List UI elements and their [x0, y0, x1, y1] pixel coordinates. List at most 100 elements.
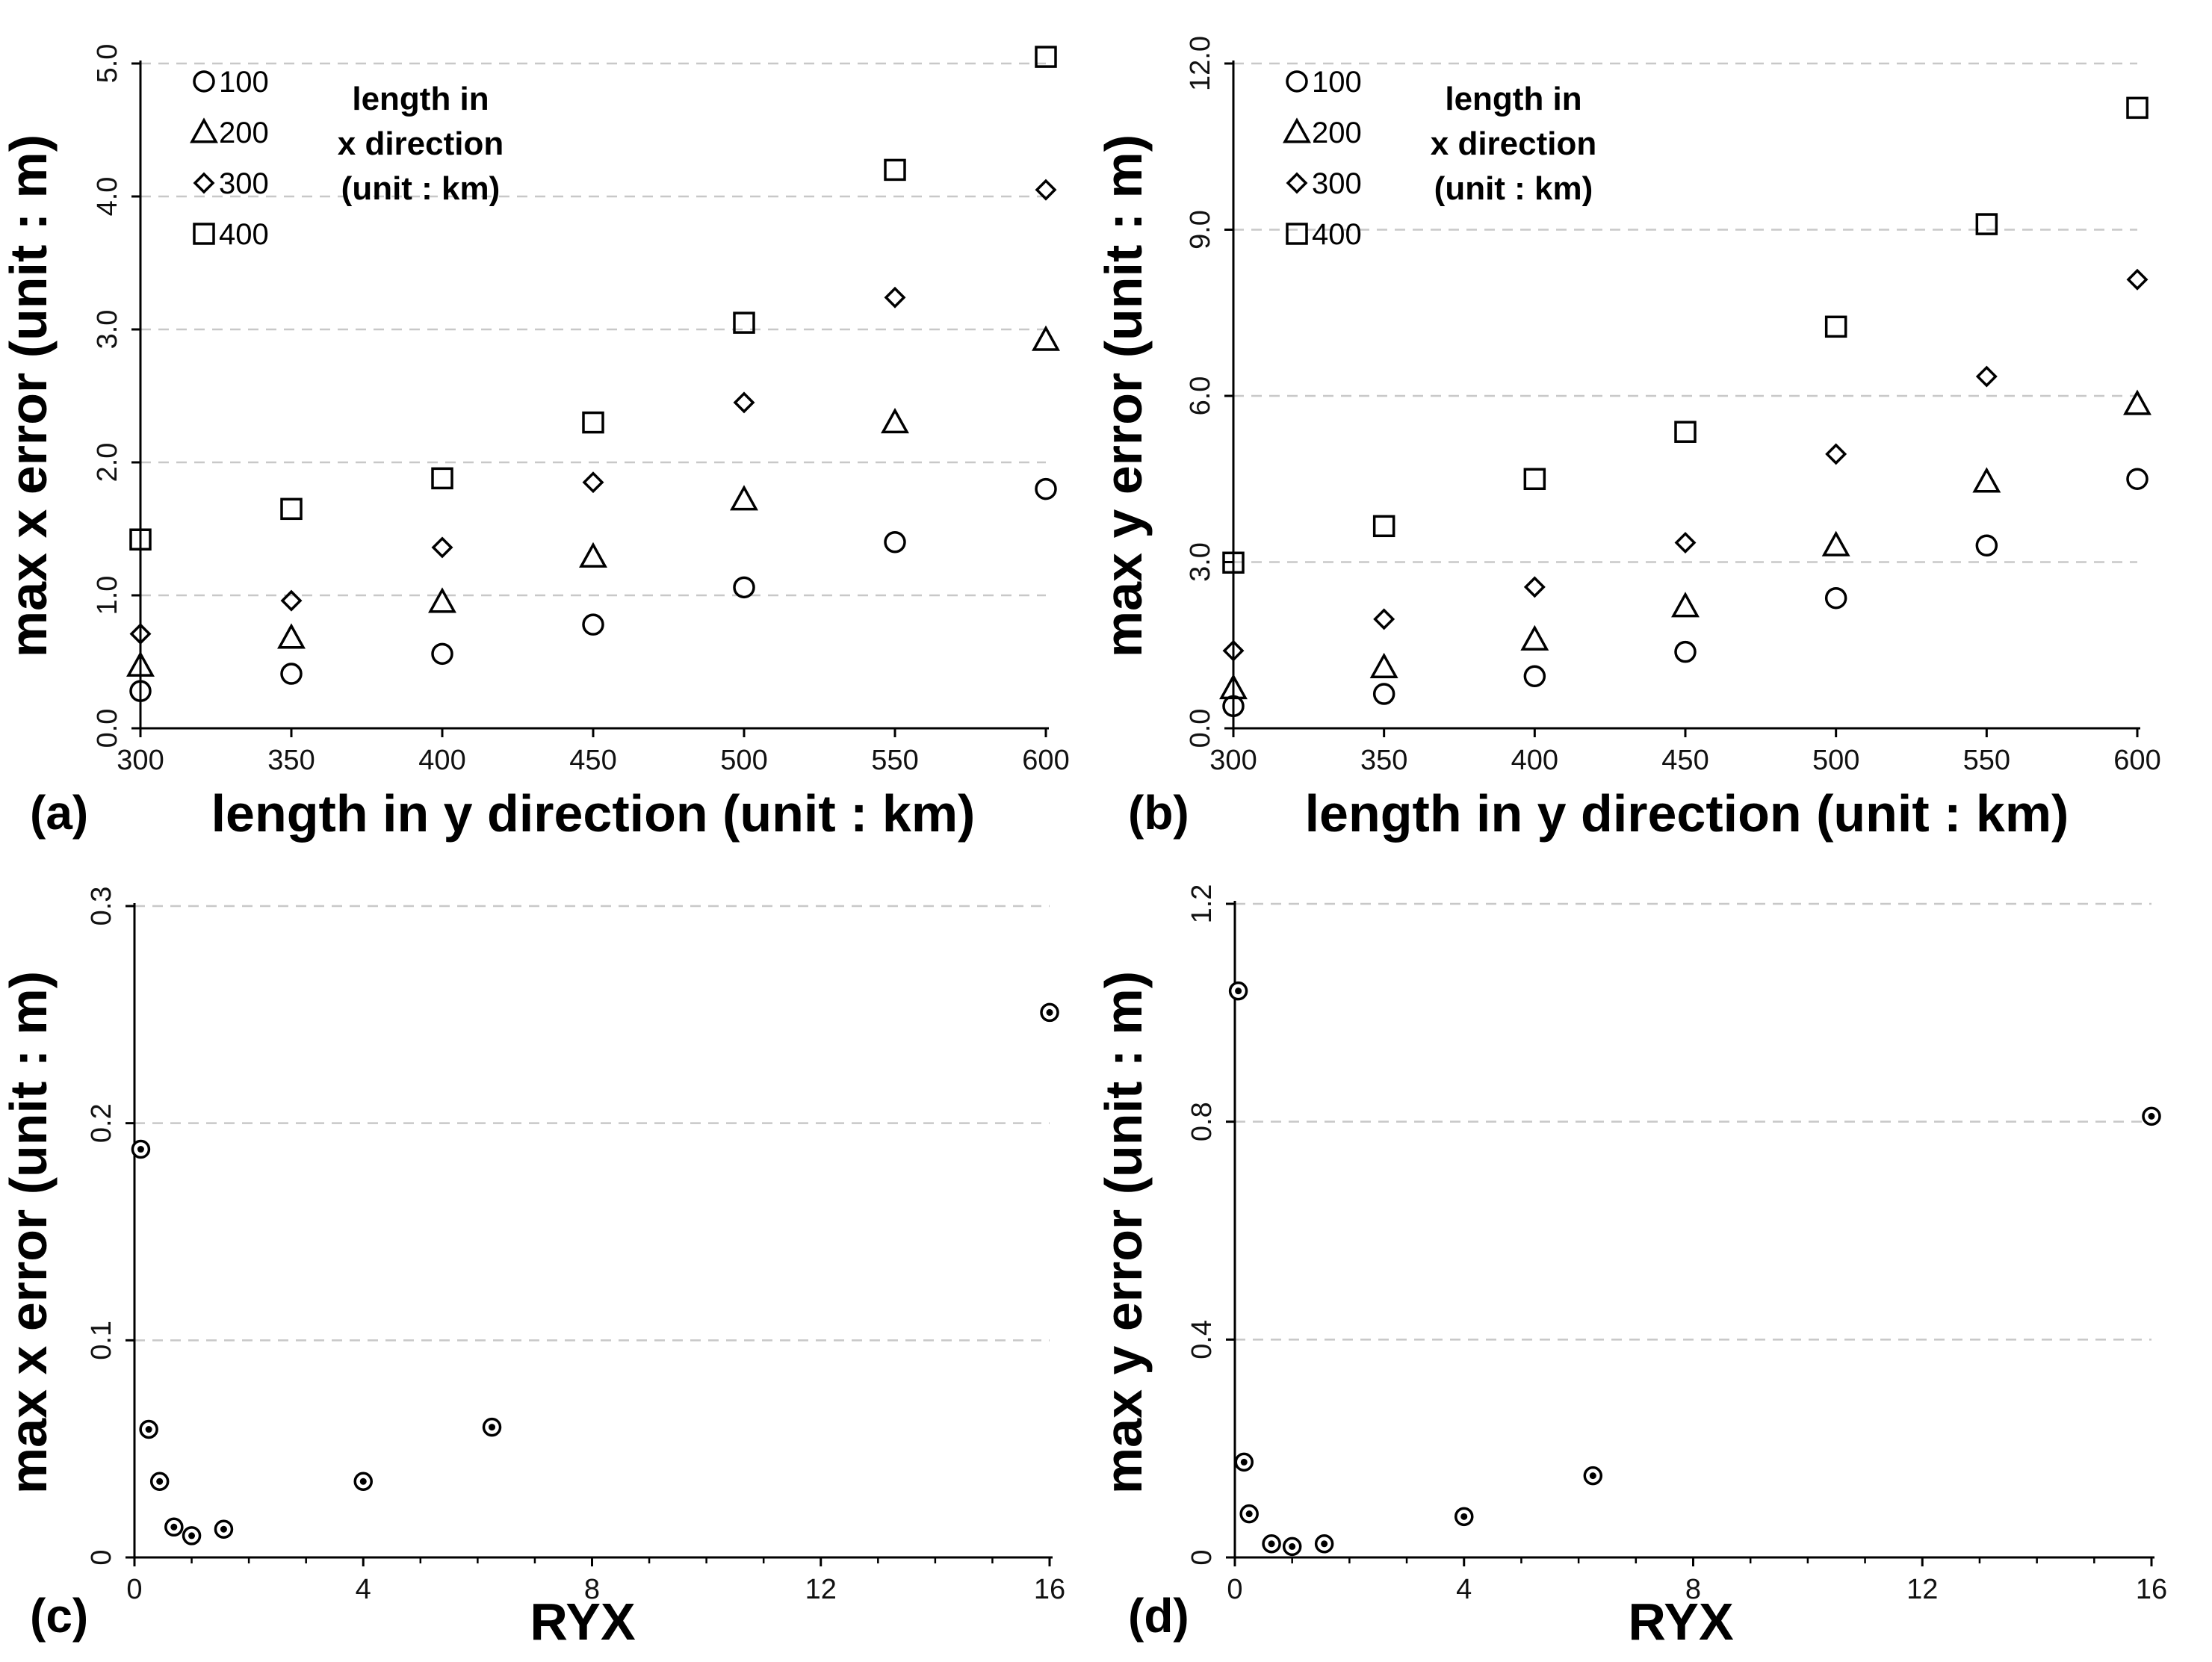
- legend-title-line: x direction: [338, 125, 504, 162]
- data-point-circle: [884, 531, 906, 554]
- data-point-circle: [280, 663, 303, 685]
- point-center: [1235, 987, 1242, 995]
- x-tick-label: 500: [1812, 745, 1859, 776]
- legend-title-line: x direction: [1431, 125, 1597, 162]
- y-axis-title: max x error (unit : m): [0, 134, 58, 657]
- legend-marker-circle: [193, 70, 215, 93]
- legend-marker-triangle: [190, 117, 218, 143]
- legend: 100 200 300 400 length in x direction (unit : …: [1283, 66, 1597, 251]
- point-center: [170, 1523, 178, 1531]
- x-tick-label: 12: [1906, 1574, 1938, 1605]
- data-point-circle: [733, 576, 755, 599]
- data-point-triangle: [277, 623, 306, 649]
- legend-title-line: length in: [352, 81, 489, 117]
- y-axis-title: max x error (unit : m): [0, 971, 58, 1494]
- data-point-circle: [1372, 683, 1395, 705]
- data-point-square: [1035, 46, 1057, 68]
- data-point-square: [582, 411, 604, 434]
- panel-label: (b): [1128, 786, 1189, 840]
- x-axis-title: RYX: [530, 1593, 636, 1651]
- x-tick-label: 550: [1963, 745, 2010, 776]
- data-point-diamond: [1035, 179, 1057, 201]
- data-point-triangle: [579, 542, 607, 568]
- y-tick-label: 12.0: [1185, 36, 1216, 91]
- legend-marker-circle: [1286, 70, 1308, 93]
- point-center: [1046, 1008, 1053, 1016]
- data-point-diamond: [431, 536, 453, 559]
- data-point: [1239, 1504, 1259, 1524]
- x-tick-label: 450: [1661, 745, 1708, 776]
- legend-title-line: length in: [1445, 81, 1581, 117]
- y-tick-label: 4.0: [92, 177, 123, 217]
- chart-panel-b: 0.0 3.0 6.0 9.0 12.0 300 350 400 450 500 550 600 len…: [1094, 36, 2161, 843]
- data-point: [1583, 1466, 1603, 1486]
- data-point: [1454, 1507, 1474, 1527]
- point-center: [1589, 1472, 1596, 1480]
- data-point-triangle: [1032, 325, 1060, 351]
- point-center: [1268, 1540, 1275, 1548]
- x-axis-title: length in y direction (unit : km): [1305, 784, 2069, 843]
- point-center: [359, 1477, 367, 1485]
- y-tick-label: 1.0: [92, 576, 123, 616]
- chart-panel-d: 0 0.4 0.8 1.2 0 4 8 12 16 RYX max y error (unit : …: [1094, 884, 2167, 1651]
- data-point: [214, 1519, 234, 1539]
- legend-marker-square: [1286, 223, 1308, 245]
- data-point-circle: [431, 642, 453, 666]
- y-tick-label: 0: [1186, 1549, 1218, 1565]
- data-point-triangle: [2123, 389, 2151, 415]
- data-point-diamond: [1523, 576, 1546, 598]
- x-axis-title: length in y direction (unit : km): [211, 784, 976, 843]
- data-point: [2142, 1106, 2161, 1126]
- legend-marker-square: [193, 223, 215, 245]
- x-tick-label: 12: [805, 1574, 837, 1605]
- x-tick-label: 600: [1022, 745, 1069, 776]
- point-center: [156, 1477, 164, 1485]
- data-point: [131, 1139, 151, 1159]
- x-tick-label: 8: [584, 1574, 600, 1605]
- x-tick-label: 300: [117, 745, 164, 776]
- data-point-triangle: [881, 407, 909, 434]
- data-point: [1228, 981, 1248, 1001]
- data-point-square: [1975, 213, 1998, 235]
- point-center: [1321, 1540, 1328, 1548]
- point-center: [1460, 1513, 1468, 1520]
- legend-label: 300: [219, 167, 269, 200]
- data-point-diamond: [1975, 365, 1998, 388]
- x-tick-label: 550: [871, 745, 918, 776]
- data-point-circle: [1975, 534, 1998, 556]
- x-tick-label: 300: [1209, 745, 1257, 776]
- data-point: [1262, 1534, 1281, 1554]
- legend-label: 300: [1312, 167, 1362, 200]
- data-point-circle: [129, 680, 152, 702]
- x-tick-label: 600: [2113, 745, 2160, 776]
- y-axis-title: max y error (unit : m): [1094, 971, 1153, 1494]
- series-100: [1222, 468, 2149, 718]
- data-point-square: [280, 497, 303, 521]
- data-point-circle: [2126, 468, 2149, 490]
- data-point: [353, 1472, 373, 1492]
- data-point-diamond: [1674, 532, 1697, 554]
- chart-panel-c: 0 0.1 0.2 0.3 0 4 8 12 16 RYX max x error (unit : …: [0, 887, 1065, 1651]
- x-tick-label: 4: [1456, 1574, 1472, 1605]
- series-400: [1222, 96, 2149, 574]
- data-point-circle: [1824, 586, 1847, 610]
- data-point-diamond: [1373, 608, 1395, 630]
- data-point: [482, 1417, 502, 1437]
- y-tick-label: 0: [86, 1549, 117, 1565]
- data-point-diamond: [1825, 443, 1847, 465]
- data-point: [1314, 1534, 1334, 1554]
- data-point-triangle: [1520, 624, 1549, 651]
- legend-label: 100: [1312, 66, 1362, 99]
- y-tick-label: 1.2: [1186, 884, 1218, 924]
- y-tick-label: 9.0: [1185, 210, 1216, 249]
- series-300: [129, 179, 1057, 645]
- y-tick-label: 0.0: [92, 709, 123, 748]
- x-tick-label: 16: [2136, 1574, 2167, 1605]
- data-point-diamond: [884, 286, 906, 308]
- data-point-diamond: [2126, 268, 2149, 291]
- series-200: [1219, 389, 2151, 700]
- y-tick-label: 0.4: [1186, 1320, 1218, 1359]
- legend-label: 200: [219, 117, 269, 149]
- x-tick-label: 4: [356, 1574, 371, 1605]
- x-tick-label: 0: [126, 1574, 142, 1605]
